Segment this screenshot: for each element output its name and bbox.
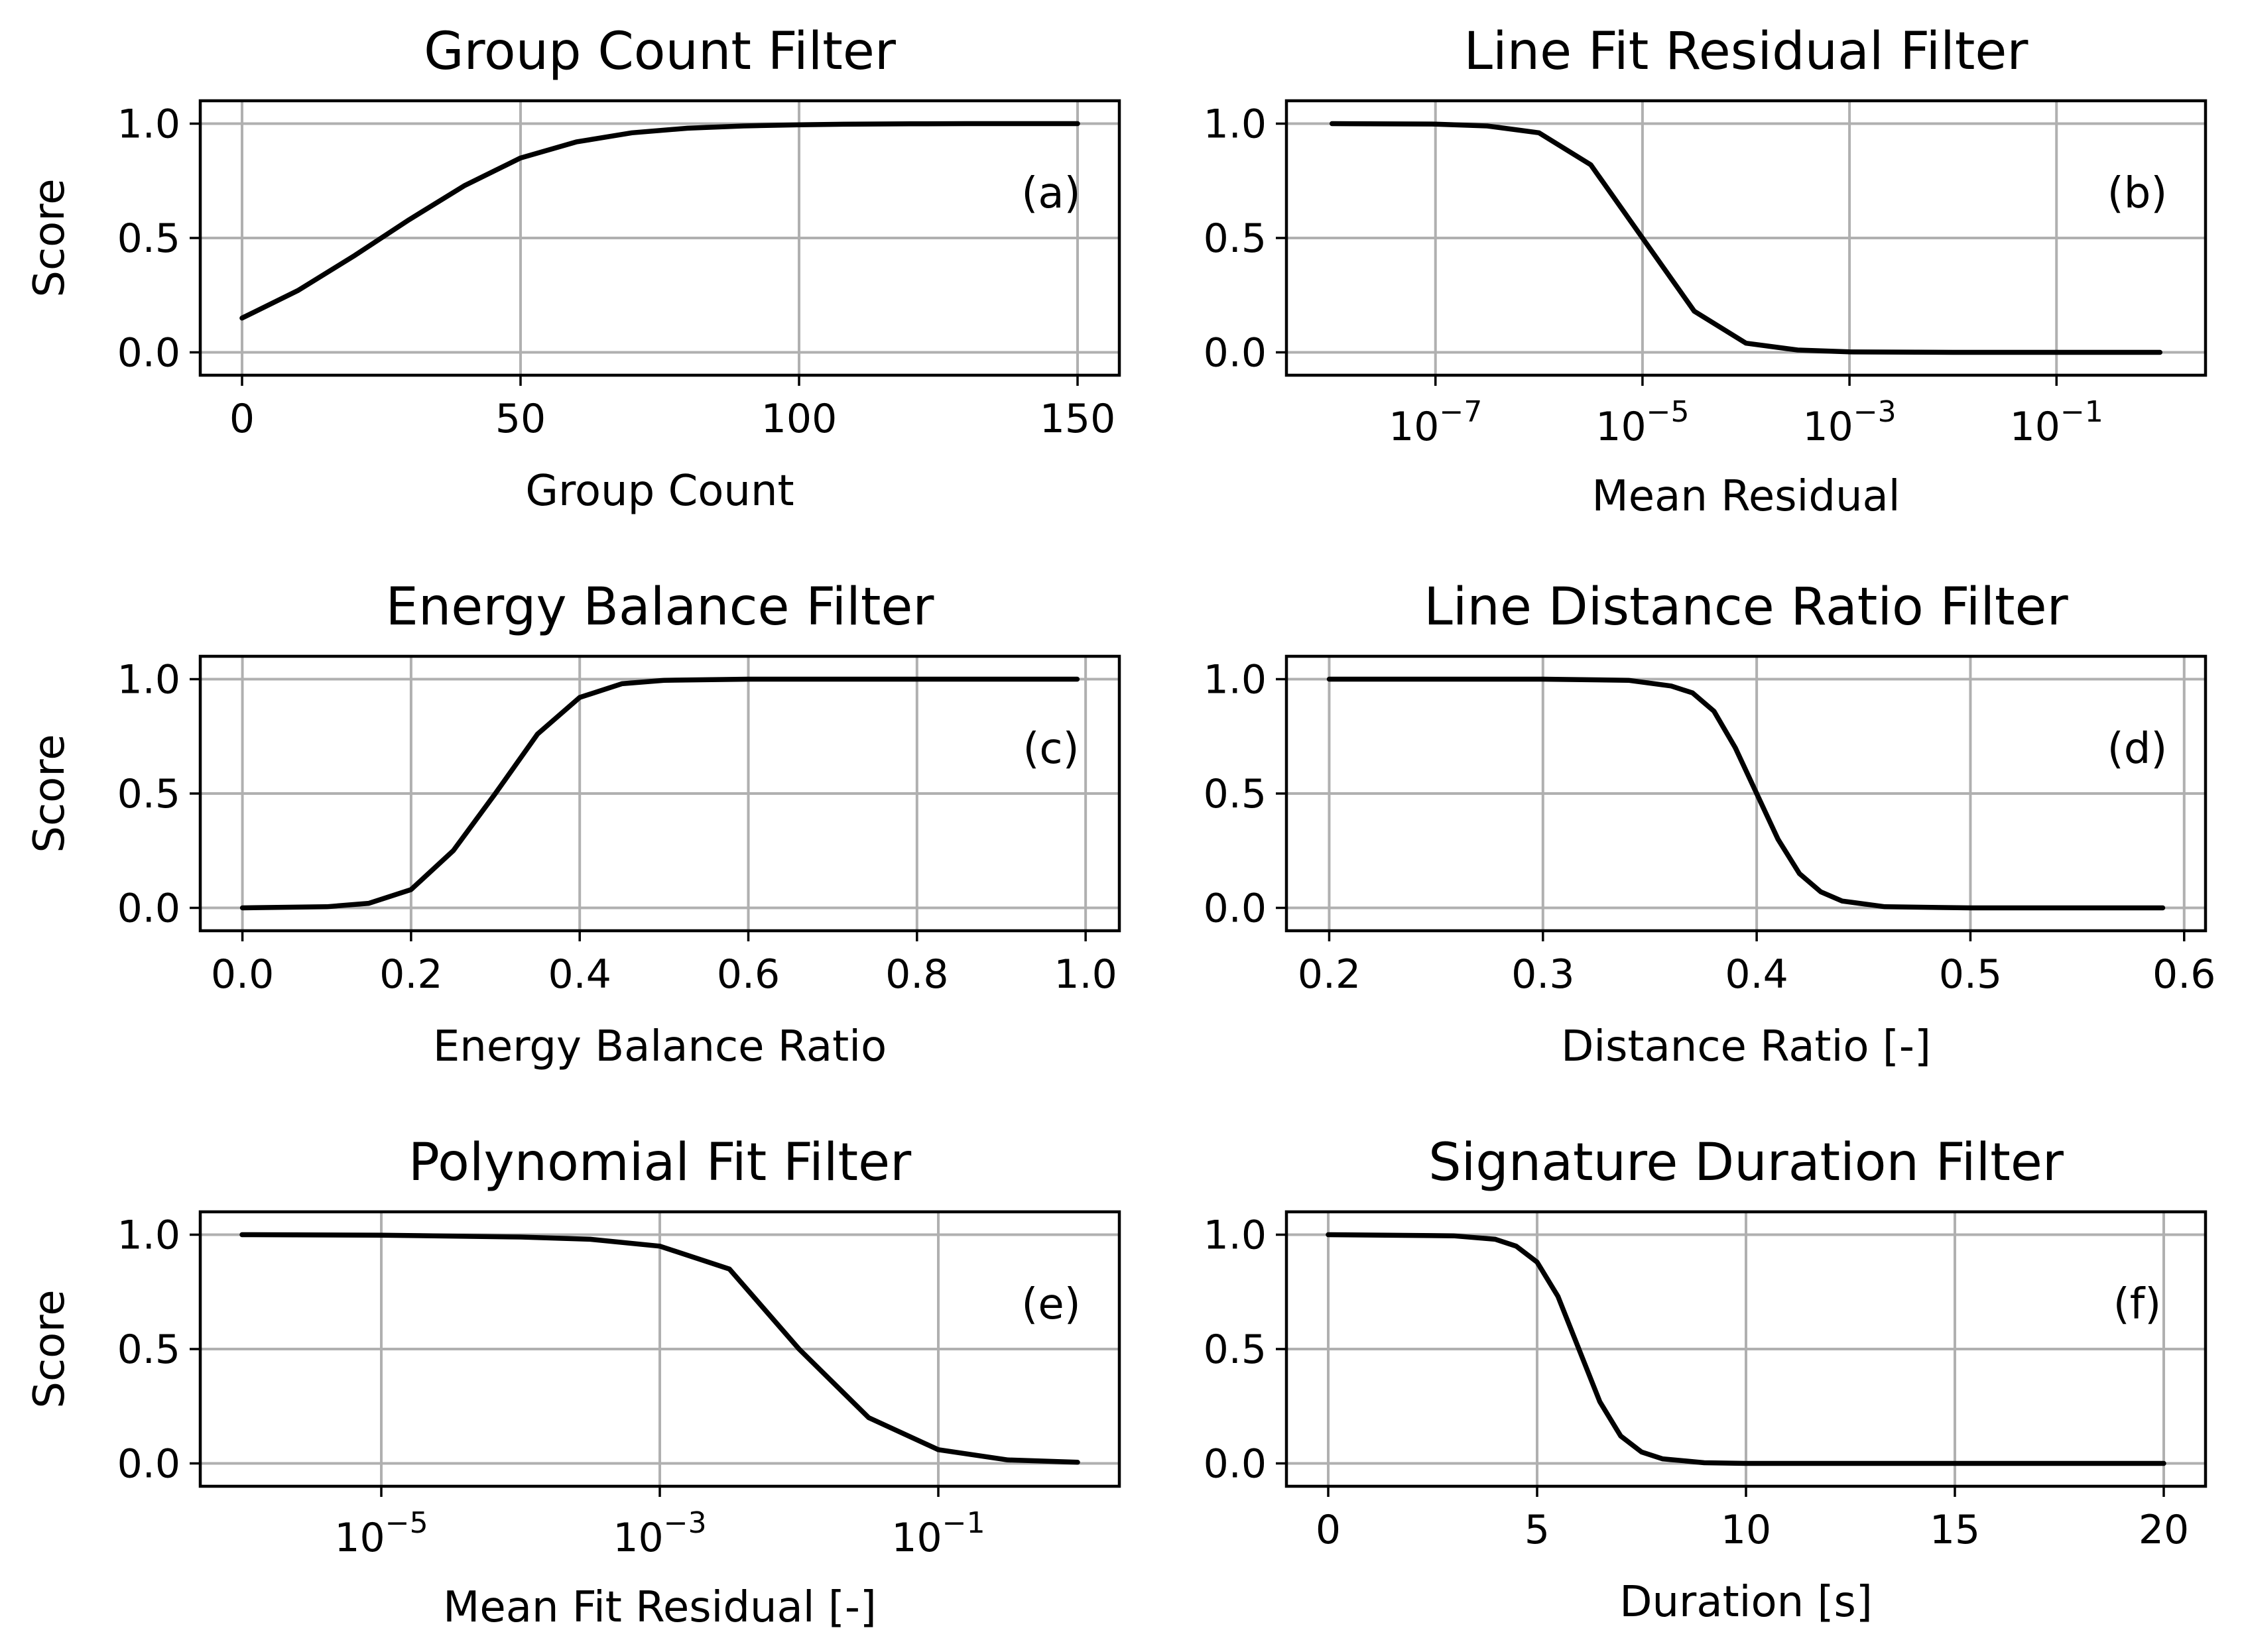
y-axis-label: Score [25, 178, 74, 297]
panel-c: 0.0 0.2 0.4 0.6 0.8 1.0 0.0 0.5 1.0 Energy Balanc… [25, 577, 1121, 1071]
score-curve [239, 1232, 1080, 1465]
chart-title: Line Fit Residual Filter [1464, 22, 2029, 82]
score-curve [239, 121, 1080, 321]
x-tick-label: 10−3 [1802, 395, 1896, 450]
x-tick-label: 0.5 [1939, 951, 2002, 998]
x-tick-exponent: −7 [1439, 395, 1482, 429]
x-tick-label: 100 [761, 396, 838, 442]
y-tick-label: 1.0 [1204, 101, 1267, 148]
y-tick-label: 1.0 [1204, 1212, 1267, 1259]
panel-tag: (f) [2113, 1280, 2161, 1329]
x-tick-label: 10−7 [1389, 395, 1482, 450]
x-tick-label: 0.2 [1298, 951, 1361, 998]
x-tick-label: 10−1 [891, 1506, 985, 1561]
chart-title: Energy Balance Filter [386, 577, 935, 637]
chart-title: Signature Duration Filter [1428, 1133, 2064, 1193]
x-axis-label: Energy Balance Ratio [433, 1022, 887, 1071]
x-tick-exponent: −5 [385, 1506, 428, 1540]
y-tick-label: 0.0 [117, 330, 180, 377]
x-tick-label: 0 [1316, 1507, 1341, 1553]
panel-tag: (c) [1023, 725, 1079, 774]
x-tick-exponent: −3 [1853, 395, 1897, 429]
score-curve [1326, 1232, 2166, 1466]
panel-tag: (a) [1021, 169, 1080, 218]
x-tick-label: 50 [495, 396, 546, 442]
y-tick-label: 1.0 [117, 1212, 180, 1259]
x-tick-label: 15 [1930, 1507, 1980, 1553]
y-tick-label: 0.5 [1204, 771, 1267, 817]
chart-title: Line Distance Ratio Filter [1424, 577, 2068, 637]
x-tick-label: 0.0 [211, 951, 274, 998]
y-tick-label: 0.0 [1204, 330, 1267, 377]
y-tick-label: 0.5 [1204, 1327, 1267, 1373]
y-axis-label: Score [25, 1289, 74, 1408]
y-tick-label: 0.0 [117, 886, 180, 932]
x-tick-exponent: −1 [2060, 395, 2103, 429]
x-tick-label: 0.3 [1511, 951, 1574, 998]
x-tick-label: 0.8 [885, 951, 948, 998]
x-tick-label: 0.6 [717, 951, 780, 998]
panel-a: 0 50 100 150 0.0 0.5 1.0 Group Count Filter Grou… [25, 22, 1121, 516]
y-tick-label: 0.5 [117, 215, 180, 262]
x-axis-label: Mean Residual [1592, 472, 1900, 521]
x-tick-base: 10 [334, 1515, 385, 1561]
x-tick-label: 10−3 [613, 1506, 706, 1561]
panel-d: 0.2 0.3 0.4 0.5 0.6 0.0 0.5 1.0 Line Distance Ra… [1204, 577, 2216, 1071]
x-tick-label: 10−5 [1595, 395, 1689, 450]
x-tick-label: 0 [229, 396, 255, 442]
x-tick-label: 0.6 [2152, 951, 2215, 998]
x-tick-label: 10 [1721, 1507, 1771, 1553]
x-axis-label: Mean Fit Residual [-] [443, 1583, 877, 1632]
panel-f: 0 5 10 15 20 0.0 0.5 1.0 Signature Duration Filt… [1204, 1133, 2208, 1627]
x-tick-label: 1.0 [1054, 951, 1117, 998]
x-tick-label: 0.4 [548, 951, 611, 998]
y-tick-label: 1.0 [117, 657, 180, 703]
x-tick-label: 20 [2139, 1507, 2189, 1553]
panel-tag: (b) [2107, 169, 2168, 218]
x-tick-label: 0.4 [1725, 951, 1788, 998]
y-tick-label: 1.0 [1204, 657, 1267, 703]
x-tick-base: 10 [1595, 404, 1646, 450]
score-curve [1326, 676, 2166, 911]
x-tick-base: 10 [1802, 404, 1853, 450]
chart-title: Group Count Filter [424, 22, 897, 82]
x-tick-exponent: −3 [664, 1506, 707, 1540]
x-tick-label: 150 [1040, 396, 1116, 442]
y-tick-label: 0.0 [1204, 1441, 1267, 1488]
x-tick-base: 10 [2010, 404, 2060, 450]
x-tick-label: 10−1 [2010, 395, 2103, 450]
x-axis-label: Duration [s] [1619, 1578, 1873, 1627]
x-tick-label: 5 [1525, 1507, 1550, 1553]
y-tick-label: 0.0 [1204, 886, 1267, 932]
x-tick-base: 10 [613, 1515, 663, 1561]
x-tick-label: 0.2 [379, 951, 442, 998]
y-tick-label: 0.5 [117, 771, 180, 817]
panel-tag: (d) [2107, 725, 2168, 774]
x-tick-base: 10 [891, 1515, 942, 1561]
score-curve [239, 676, 1080, 911]
x-tick-exponent: −5 [1647, 395, 1690, 429]
y-tick-label: 0.5 [1204, 215, 1267, 262]
y-axis-label: Score [25, 734, 74, 853]
score-curve [1329, 121, 2163, 355]
x-tick-exponent: −1 [942, 1506, 985, 1540]
x-axis-label: Group Count [525, 467, 794, 516]
panel-tag: (e) [1021, 1280, 1080, 1329]
y-tick-label: 0.5 [117, 1327, 180, 1373]
y-tick-label: 1.0 [117, 101, 180, 148]
y-tick-label: 0.0 [117, 1441, 180, 1488]
x-tick-base: 10 [1389, 404, 1439, 450]
chart-title: Polynomial Fit Filter [408, 1133, 912, 1193]
x-axis-label: Distance Ratio [-] [1561, 1022, 1931, 1071]
x-tick-label: 10−5 [334, 1506, 428, 1561]
